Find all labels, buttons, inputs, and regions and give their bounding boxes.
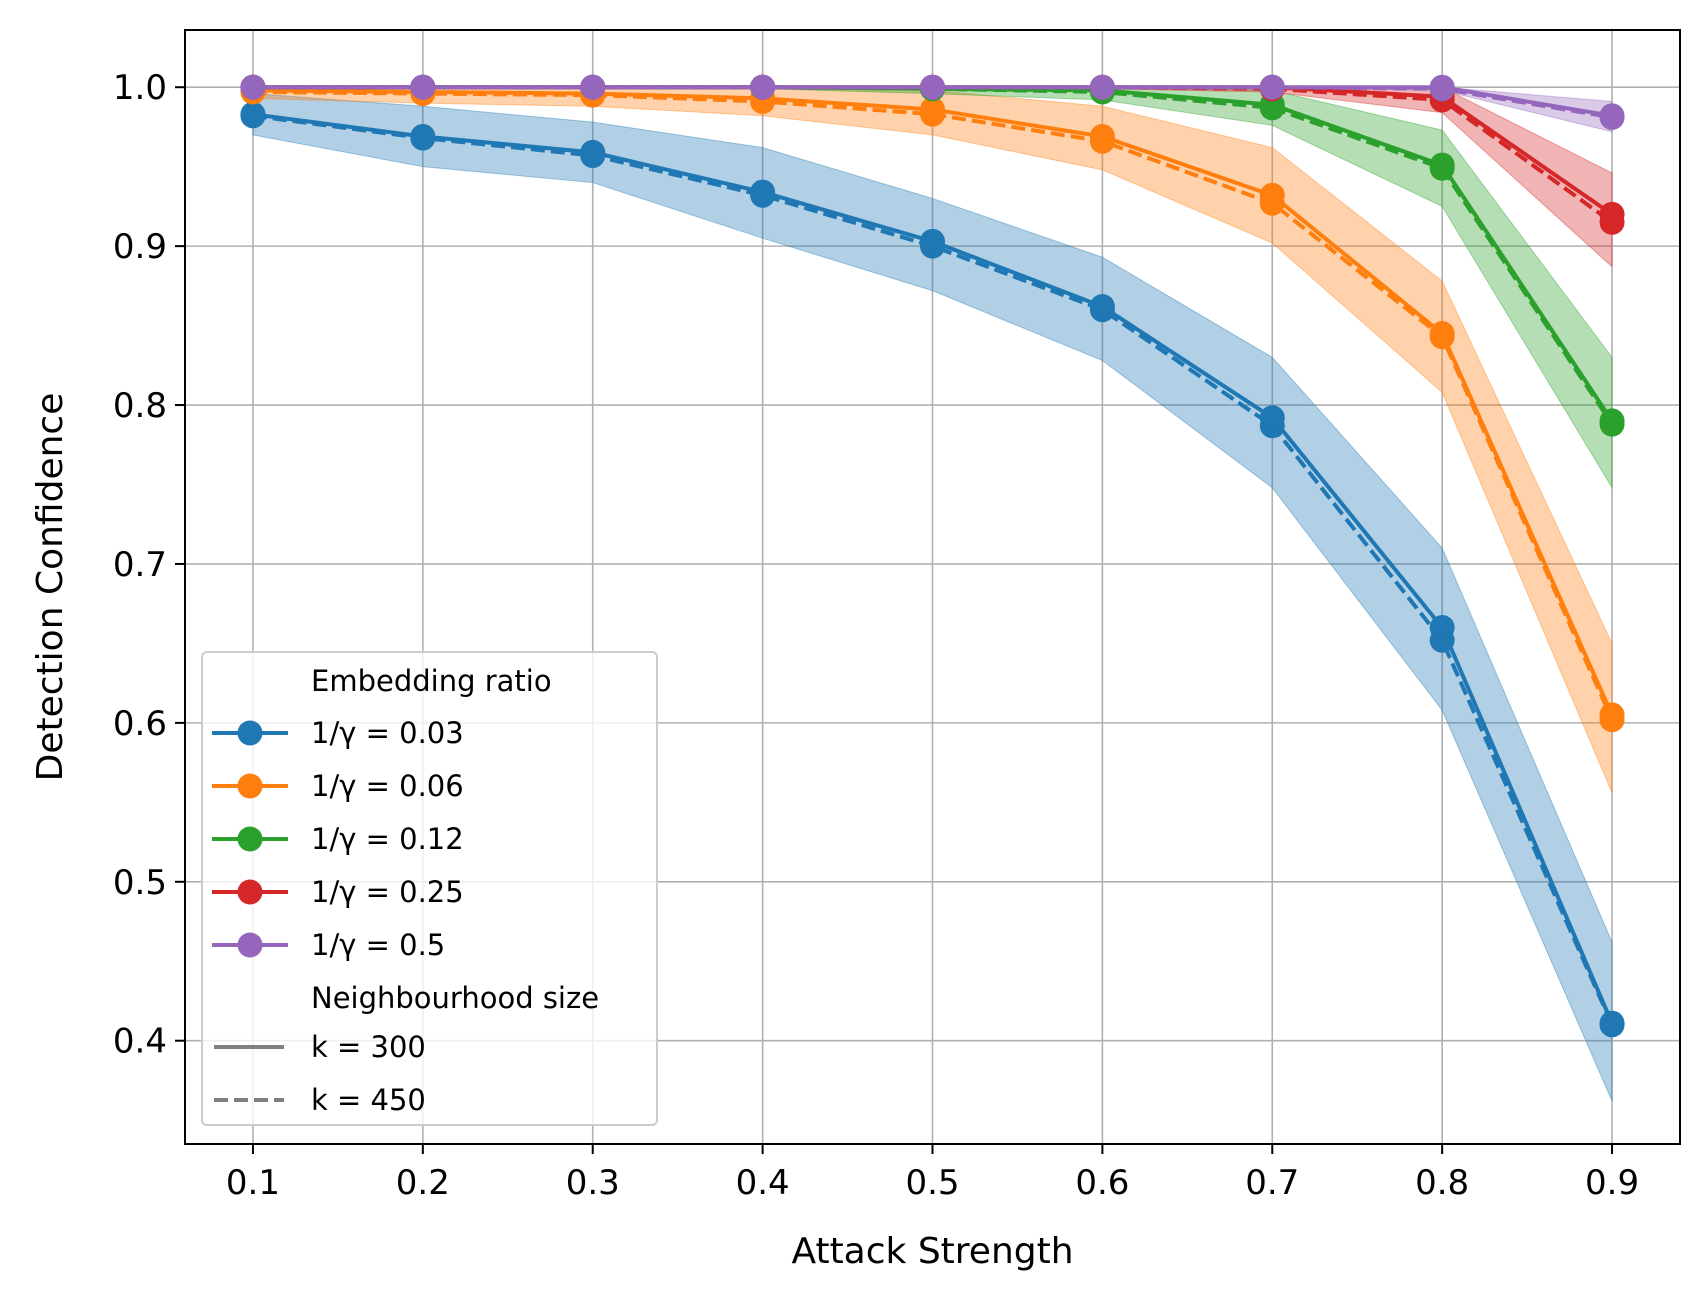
legend-swatch-marker	[237, 826, 263, 852]
y-tick-label: 0.4	[113, 1022, 167, 1062]
data-point-k300-10-12	[1599, 408, 1625, 434]
x-tick-label: 0.1	[226, 1163, 280, 1203]
axis-ticks: 0.1 0.2 0.3 0.4 0.5 0.6 0.7 0.8 0.9 0.4 0.5 0.6 0.7 0…	[113, 68, 1639, 1203]
data-point-k300-10-03	[1089, 294, 1115, 320]
y-tick-label: 0.7	[113, 545, 167, 585]
data-point-k300-10-5	[920, 74, 945, 100]
y-tick-label: 0.5	[113, 863, 167, 903]
x-axis-label: Attack Strength	[791, 1231, 1073, 1272]
data-point-k300-10-5	[1089, 74, 1115, 100]
data-point-k300-10-12	[1429, 152, 1455, 178]
legend-box	[201, 651, 658, 1126]
data-point-k300-10-5	[410, 74, 436, 100]
data-point-k300-10-06	[920, 96, 945, 122]
data-point-k300-10-06	[1089, 123, 1115, 149]
y-tick-label: 0.9	[113, 227, 167, 267]
legend-k-label: k = 300	[311, 1030, 426, 1064]
x-tick-label: 0.4	[736, 1163, 790, 1203]
legend-series-label: 1/γ = 0.06	[311, 769, 464, 803]
legend-k-entries: k = 300 k = 450	[214, 1030, 426, 1117]
data-point-k300-10-03	[920, 228, 945, 254]
y-tick-label: 0.8	[113, 386, 167, 426]
data-point-k300-10-5	[1259, 74, 1285, 100]
x-tick-label: 0.7	[1245, 1163, 1299, 1203]
legend-series-label: 1/γ = 0.25	[311, 875, 464, 909]
y-tick-label: 1.0	[113, 68, 167, 108]
legend-swatch-marker	[237, 932, 263, 958]
legend-series-label: 1/γ = 0.5	[311, 928, 445, 962]
data-point-k300-10-03	[1429, 615, 1455, 641]
data-point-k300-10-5	[1599, 103, 1625, 129]
y-axis-label: Detection Confidence	[30, 393, 71, 782]
legend-swatch-marker	[237, 879, 263, 905]
x-tick-label: 0.9	[1585, 1163, 1639, 1203]
data-point-k300-10-03	[580, 139, 606, 165]
legend-title-embedding-ratio: Embedding ratio	[311, 664, 552, 698]
y-tick-label: 0.6	[113, 704, 167, 744]
x-tick-label: 0.6	[1075, 1163, 1129, 1203]
x-tick-label: 0.5	[905, 1163, 959, 1203]
legend: Embedding ratio 1/γ = 0.031/γ = 0.061/γ …	[201, 651, 658, 1126]
x-tick-label: 0.8	[1415, 1163, 1469, 1203]
x-tick-label: 0.2	[396, 1163, 450, 1203]
series-markers	[240, 74, 1625, 1038]
series-line-k450-10-5	[252, 85, 1613, 120]
legend-series-label: 1/γ = 0.12	[311, 822, 464, 856]
data-point-k300-10-03	[240, 101, 266, 127]
legend-swatch-marker	[237, 720, 263, 746]
x-tick-label: 0.3	[566, 1163, 620, 1203]
data-point-k300-10-5	[750, 74, 776, 100]
legend-swatch-marker	[237, 773, 263, 799]
data-point-k300-10-03	[750, 179, 776, 205]
data-point-k300-10-25	[1599, 201, 1625, 227]
data-point-k300-10-03	[1259, 405, 1285, 431]
confidence-band-10-03	[252, 93, 1613, 1102]
data-point-k300-10-5	[580, 74, 606, 100]
legend-title-neighbourhood-size: Neighbourhood size	[311, 981, 599, 1015]
data-point-k300-10-06	[1599, 702, 1625, 728]
legend-series-entries: 1/γ = 0.03 1/γ = 0.06 1/γ = 0.12 1/γ = 0.25…	[212, 716, 464, 962]
data-point-k300-10-5	[1429, 74, 1455, 100]
data-point-k300-10-03	[410, 123, 436, 149]
data-point-k300-10-06	[1259, 182, 1285, 208]
data-point-k300-10-06	[1429, 321, 1455, 347]
data-point-k300-10-03	[1599, 1010, 1625, 1036]
legend-series-label: 1/γ = 0.03	[311, 716, 464, 750]
legend-k-label: k = 450	[311, 1083, 426, 1117]
data-point-k300-10-5	[240, 74, 266, 100]
